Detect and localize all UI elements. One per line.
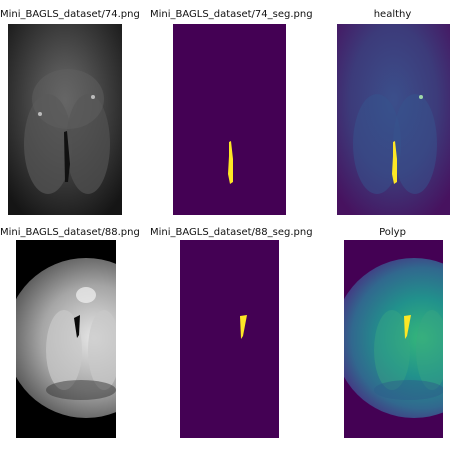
panel-title-5: Mini_BAGLS_dataset/88_seg.png <box>150 227 313 238</box>
segmentation-74 <box>173 24 286 215</box>
panel-title-6: Polyp <box>379 227 406 238</box>
segmentation-88 <box>180 240 279 438</box>
image-88 <box>16 240 116 438</box>
image-74 <box>8 24 122 215</box>
panel-title-3: healthy <box>373 9 412 20</box>
overlay-polyp <box>344 240 443 438</box>
overlay-healthy <box>337 24 450 215</box>
panel-title-4: Mini_BAGLS_dataset/88.png <box>0 227 140 238</box>
panel-title-2: Mini_BAGLS_dataset/74_seg.png <box>150 9 313 20</box>
panel-title-1: Mini_BAGLS_dataset/74.png <box>0 9 140 20</box>
